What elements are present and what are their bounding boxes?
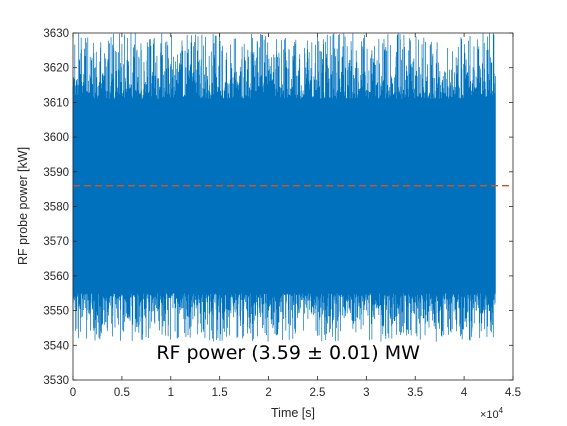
y-tick-label: 3550	[43, 306, 69, 318]
x-tick-label: 1	[168, 387, 174, 399]
x-tick-label: 2.5	[309, 387, 325, 399]
y-axis-label: RF probe power [kW]	[16, 147, 30, 265]
y-tick-label: 3560	[43, 271, 69, 283]
x-tick-label: 0	[70, 387, 76, 399]
y-tick-label: 3630	[43, 28, 69, 40]
x-tick-label: 1.5	[212, 387, 228, 399]
y-tick-label: 3540	[43, 340, 69, 352]
x-tick-label: 3	[363, 387, 369, 399]
y-tick-label: 3570	[43, 236, 69, 248]
x-axis-ticks: 0 0.5 1 1.5 2 2.5 3 3.5 4 4.5	[70, 33, 521, 399]
y-tick-label: 3610	[43, 97, 69, 109]
y-tick-label: 3600	[43, 132, 69, 144]
x-exponent-base: ×10	[480, 409, 499, 421]
x-tick-label: 2	[265, 387, 271, 399]
x-tick-label: 0.5	[114, 387, 130, 399]
x-tick-label: 4	[461, 387, 468, 399]
x-exponent-label: ×104	[480, 406, 504, 421]
y-tick-label: 3530	[43, 375, 69, 387]
x-exponent-power: 4	[499, 406, 504, 415]
y-tick-label: 3580	[43, 202, 69, 214]
y-axis-ticks: 3530 3540 3550 3560 3570 3580 3590 3600 3610 3620…	[43, 28, 513, 387]
x-tick-label: 3.5	[407, 387, 423, 399]
y-tick-label: 3590	[43, 167, 69, 179]
x-axis-label: Time [s]	[271, 406, 315, 420]
y-tick-label: 3620	[43, 63, 69, 75]
rf-power-annotation: RF power (3.59 ± 0.01) MW	[156, 342, 420, 364]
series-layer	[72, 33, 496, 342]
x-tick-label: 4.5	[505, 387, 521, 399]
